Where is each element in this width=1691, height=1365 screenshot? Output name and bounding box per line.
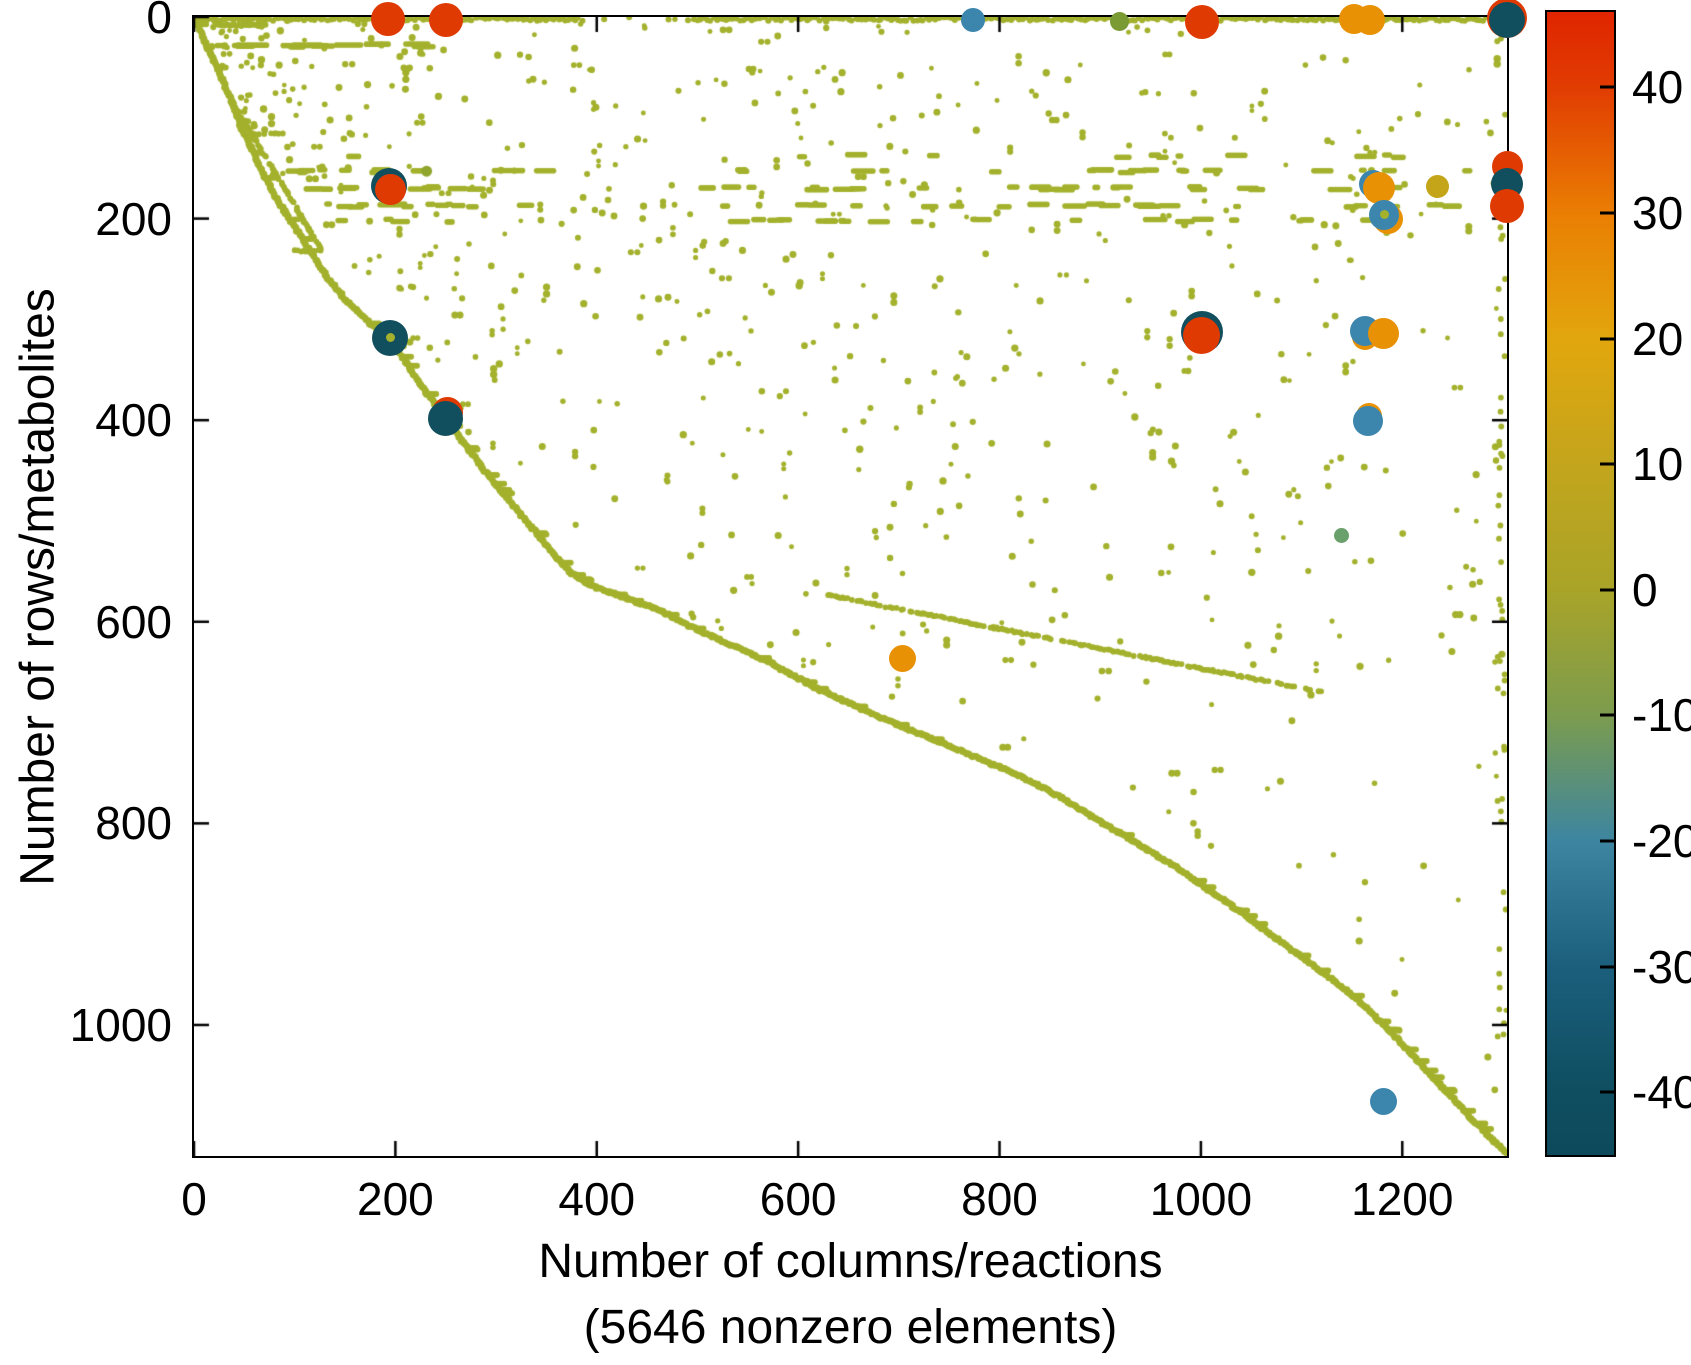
highlight-dot-center — [1379, 210, 1389, 220]
colorbar-tick-label: -20 — [1632, 814, 1691, 867]
x-tick-label: 600 — [759, 1173, 837, 1225]
colorbar-tick-label: 10 — [1632, 438, 1684, 491]
highlight-dot-blue — [1369, 1088, 1397, 1116]
colorbar-tick-label: 0 — [1632, 563, 1658, 616]
colorbar-tickmark — [1600, 839, 1614, 843]
colorbar-tickmark — [1600, 588, 1614, 592]
highlight-dot-teal — [372, 319, 409, 356]
highlight-dot-red — [1490, 189, 1524, 224]
highlight-dot-red — [371, 2, 406, 37]
colorbar-tick-label: -30 — [1632, 940, 1691, 993]
x-tick-label: 400 — [558, 1173, 636, 1225]
x-tick-label: 0 — [181, 1173, 207, 1225]
x-tick-label: 1200 — [1351, 1173, 1454, 1225]
x-tick-label: 1000 — [1149, 1173, 1253, 1225]
colorbar-tick-label: 30 — [1632, 186, 1684, 239]
highlight-dot-center — [385, 333, 395, 343]
colorbar-tickmark — [1600, 462, 1614, 466]
x-tick-label: 200 — [357, 1173, 434, 1225]
plot-area — [192, 15, 1509, 1158]
highlight-dot-red — [1183, 317, 1221, 355]
colorbar-tick-label: 40 — [1632, 61, 1684, 114]
highlight-dot-blue — [1369, 199, 1400, 230]
y-axis-label: Number of rows/metabolites — [11, 287, 65, 886]
highlight-dot-seagreen — [1334, 527, 1350, 543]
y-tick-label: 1000 — [69, 998, 172, 1051]
colorbar — [1545, 10, 1616, 1157]
highlight-dot-orange — [1363, 172, 1396, 205]
colorbar-tickmark — [1600, 1090, 1614, 1094]
x-tick-label: 800 — [961, 1173, 1038, 1225]
highlight-dot-blue — [961, 8, 986, 33]
highlight-dot-orange — [1355, 5, 1386, 36]
highlight-dot-teal — [1489, 2, 1525, 39]
y-tick-label: 200 — [95, 192, 172, 245]
highlight-dot-orange — [1367, 318, 1399, 349]
y-tick-label: 600 — [95, 595, 172, 648]
highlight-dot-sage — [1109, 11, 1129, 31]
highlight-dot-teal — [428, 400, 464, 436]
x-axis-sublabel: (5646 nonzero elements) — [583, 1301, 1118, 1354]
x-axis-label: Number of columns/reactions — [538, 1235, 1163, 1288]
scatter-plot-canvas — [194, 17, 1507, 1156]
highlight-dot-orange — [889, 644, 917, 672]
colorbar-tick-label: -40 — [1632, 1066, 1691, 1119]
colorbar-tick-label: 20 — [1632, 312, 1684, 365]
highlight-dot-red — [1184, 5, 1219, 40]
colorbar-tick-label: -10 — [1632, 689, 1691, 742]
colorbar-tickmark — [1600, 337, 1614, 341]
y-tick-label: 800 — [95, 797, 172, 850]
y-tick-label: 400 — [95, 394, 172, 447]
y-tick-label: 0 — [146, 0, 172, 43]
colorbar-tickmark — [1600, 85, 1614, 89]
colorbar-tickmark — [1600, 713, 1614, 717]
highlight-dot-red — [374, 173, 406, 205]
highlight-dot-yellow — [1426, 174, 1450, 198]
highlight-dot-blue — [1353, 406, 1384, 437]
colorbar-tickmark — [1600, 211, 1614, 215]
colorbar-tickmark — [1600, 965, 1614, 969]
highlight-dot-red — [428, 3, 463, 38]
